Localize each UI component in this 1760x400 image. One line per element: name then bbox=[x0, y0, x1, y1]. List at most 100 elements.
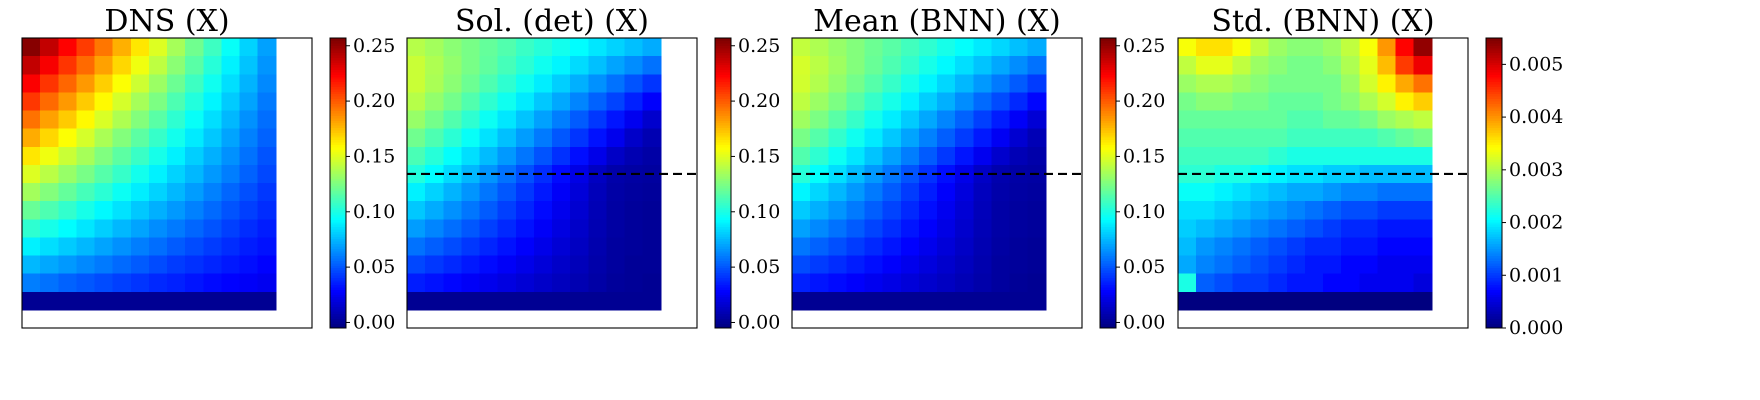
colorbar-segment bbox=[1486, 308, 1502, 312]
heatmap-cell bbox=[40, 110, 59, 130]
heatmap-cell bbox=[1178, 164, 1197, 184]
colorbar-segment bbox=[1100, 88, 1116, 92]
colorbar-segment bbox=[330, 122, 346, 126]
heatmap-cell bbox=[94, 273, 114, 293]
colorbar-segment bbox=[330, 38, 346, 42]
colorbar-segment bbox=[715, 192, 731, 196]
colorbar-tick-label: 0.25 bbox=[353, 35, 395, 57]
heatmap-cell bbox=[1178, 146, 1197, 166]
colorbar-segment bbox=[1486, 180, 1502, 184]
heatmap-cell bbox=[1178, 183, 1197, 202]
colorbar-segment bbox=[330, 195, 346, 199]
heatmap-cell bbox=[1413, 56, 1433, 75]
colorbar-segment bbox=[330, 311, 346, 315]
heatmap-cell bbox=[1304, 291, 1324, 311]
colorbar-segment bbox=[330, 197, 346, 201]
heatmap-cell bbox=[148, 92, 168, 112]
colorbar-segment bbox=[1486, 50, 1502, 54]
colorbar-segment bbox=[330, 183, 346, 187]
heatmap-cell bbox=[864, 56, 884, 75]
heatmap-cell bbox=[425, 128, 444, 148]
colorbar-segment bbox=[1100, 137, 1116, 141]
heatmap-cell bbox=[130, 201, 150, 220]
colorbar-segment bbox=[1100, 146, 1116, 150]
chart-title: DNS (X) bbox=[104, 4, 229, 39]
colorbar-segment bbox=[330, 245, 346, 249]
colorbar-segment bbox=[1486, 40, 1502, 44]
heatmap-cell bbox=[1413, 273, 1433, 293]
heatmap-cell bbox=[1359, 183, 1378, 202]
heatmap-cell bbox=[461, 183, 481, 202]
heatmap-cell bbox=[864, 219, 884, 238]
colorbar-segment bbox=[330, 277, 346, 281]
heatmap-cell bbox=[94, 146, 114, 166]
heatmap-cell bbox=[1027, 110, 1047, 130]
colorbar-segment bbox=[330, 125, 346, 129]
colorbar-segment bbox=[1486, 96, 1502, 100]
colorbar-segment bbox=[1100, 71, 1116, 75]
heatmap-cell bbox=[642, 219, 662, 238]
heatmap-cell bbox=[479, 219, 499, 238]
colorbar-segment bbox=[1486, 69, 1502, 73]
heatmap-cell bbox=[58, 56, 77, 75]
heatmap-cell bbox=[257, 291, 277, 311]
heatmap-cell bbox=[1341, 110, 1360, 130]
colorbar-segment bbox=[330, 57, 346, 61]
colorbar-segment bbox=[715, 122, 731, 126]
colorbar-segment bbox=[330, 88, 346, 92]
heatmap-cell bbox=[497, 183, 517, 202]
heatmap-cell bbox=[552, 110, 571, 130]
heatmap-cell bbox=[515, 237, 535, 257]
colorbar-segment bbox=[1486, 248, 1502, 252]
heatmap-cell bbox=[515, 74, 535, 93]
heatmap-cell bbox=[792, 38, 811, 57]
heatmap-cell bbox=[1196, 237, 1215, 257]
heatmap-cell bbox=[22, 291, 41, 311]
colorbar-segment bbox=[1100, 127, 1116, 131]
heatmap-cell bbox=[1286, 146, 1306, 166]
colorbar-segment bbox=[715, 279, 731, 283]
heatmap-cell bbox=[882, 92, 902, 112]
panel-3: Mean (BNN) (X) 0.00 0.05 0.10 0.15 0.20 0.25 bbox=[791, 4, 1165, 333]
heatmap-cell bbox=[185, 291, 204, 311]
colorbar-segment bbox=[330, 158, 346, 162]
heatmap-cell bbox=[1027, 201, 1047, 220]
colorbar-segment bbox=[1100, 221, 1116, 225]
heatmap-cell bbox=[1027, 255, 1047, 275]
colorbar-segment bbox=[1100, 207, 1116, 211]
heatmap-cell bbox=[1304, 219, 1324, 238]
heatmap-cell bbox=[167, 237, 186, 257]
heatmap-cell bbox=[479, 273, 499, 293]
colorbar-segment bbox=[715, 270, 731, 274]
heatmap-cell bbox=[846, 255, 866, 275]
colorbar-segment bbox=[330, 67, 346, 71]
colorbar-segment bbox=[1100, 236, 1116, 240]
colorbar-segment bbox=[1100, 144, 1116, 148]
colorbar-segment bbox=[330, 166, 346, 170]
heatmap-cell bbox=[479, 56, 499, 75]
colorbar-segment bbox=[1486, 103, 1502, 107]
heatmap-cell bbox=[937, 255, 956, 275]
colorbar-segment bbox=[1486, 311, 1502, 315]
colorbar-segment bbox=[715, 64, 731, 68]
colorbar-segment bbox=[1486, 250, 1502, 254]
colorbar-tick-label: 0.001 bbox=[1509, 264, 1563, 286]
heatmap-cell bbox=[203, 110, 222, 130]
heatmap-cell bbox=[937, 56, 956, 75]
colorbar-segment bbox=[715, 315, 731, 319]
heatmap-cell bbox=[973, 146, 992, 166]
colorbar-segment bbox=[715, 141, 731, 145]
heatmap-cell bbox=[1009, 273, 1029, 293]
heatmap-cell bbox=[606, 291, 626, 311]
heatmap-cell bbox=[148, 164, 168, 184]
colorbar-segment bbox=[1100, 214, 1116, 218]
heatmap-cell bbox=[1359, 56, 1378, 75]
heatmap-cell bbox=[882, 183, 902, 202]
colorbar-segment bbox=[1486, 318, 1502, 322]
colorbar-segment bbox=[1486, 325, 1502, 329]
heatmap-cell bbox=[130, 237, 150, 257]
heatmap-cell bbox=[937, 219, 956, 238]
heatmap-cell bbox=[148, 291, 168, 311]
heatmap-cell bbox=[937, 74, 956, 93]
heatmap-cell bbox=[515, 273, 535, 293]
